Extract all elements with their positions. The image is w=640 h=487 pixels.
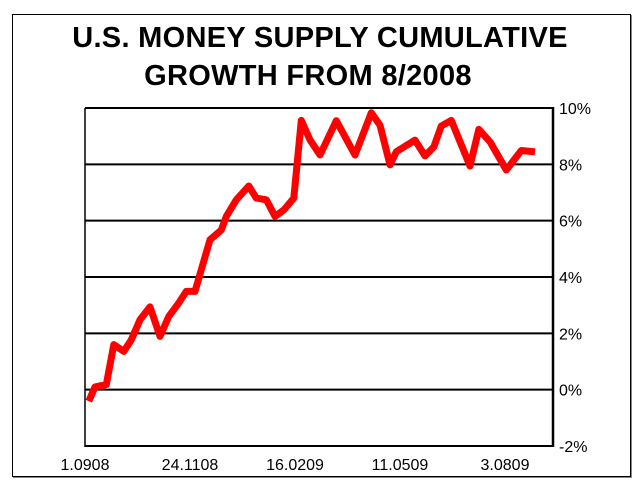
y-tick-label: -2% <box>559 439 587 456</box>
y-tick-label: 10% <box>559 101 591 118</box>
series-line <box>85 109 536 403</box>
x-tick-label: 24.1108 <box>162 457 219 474</box>
y-tick-label: 0% <box>559 383 582 400</box>
x-tick-label: 16.0209 <box>266 457 324 474</box>
y-tick-label: 6% <box>559 214 582 231</box>
x-tick-label: 3.0809 <box>481 457 530 474</box>
chart-frame <box>12 14 631 477</box>
x-tick-label: 1.0908 <box>61 457 110 474</box>
y-tick-label: 2% <box>559 326 582 343</box>
y-tick-label: 8% <box>559 157 582 174</box>
x-tick-label: 11.0509 <box>372 457 429 474</box>
chart-title-line-2: GROWTH FROM 8/2008 <box>144 60 472 92</box>
y-tick-label: 4% <box>559 270 582 287</box>
chart-title-line-1: U.S. MONEY SUPPLY CUMULATIVE <box>72 22 568 54</box>
